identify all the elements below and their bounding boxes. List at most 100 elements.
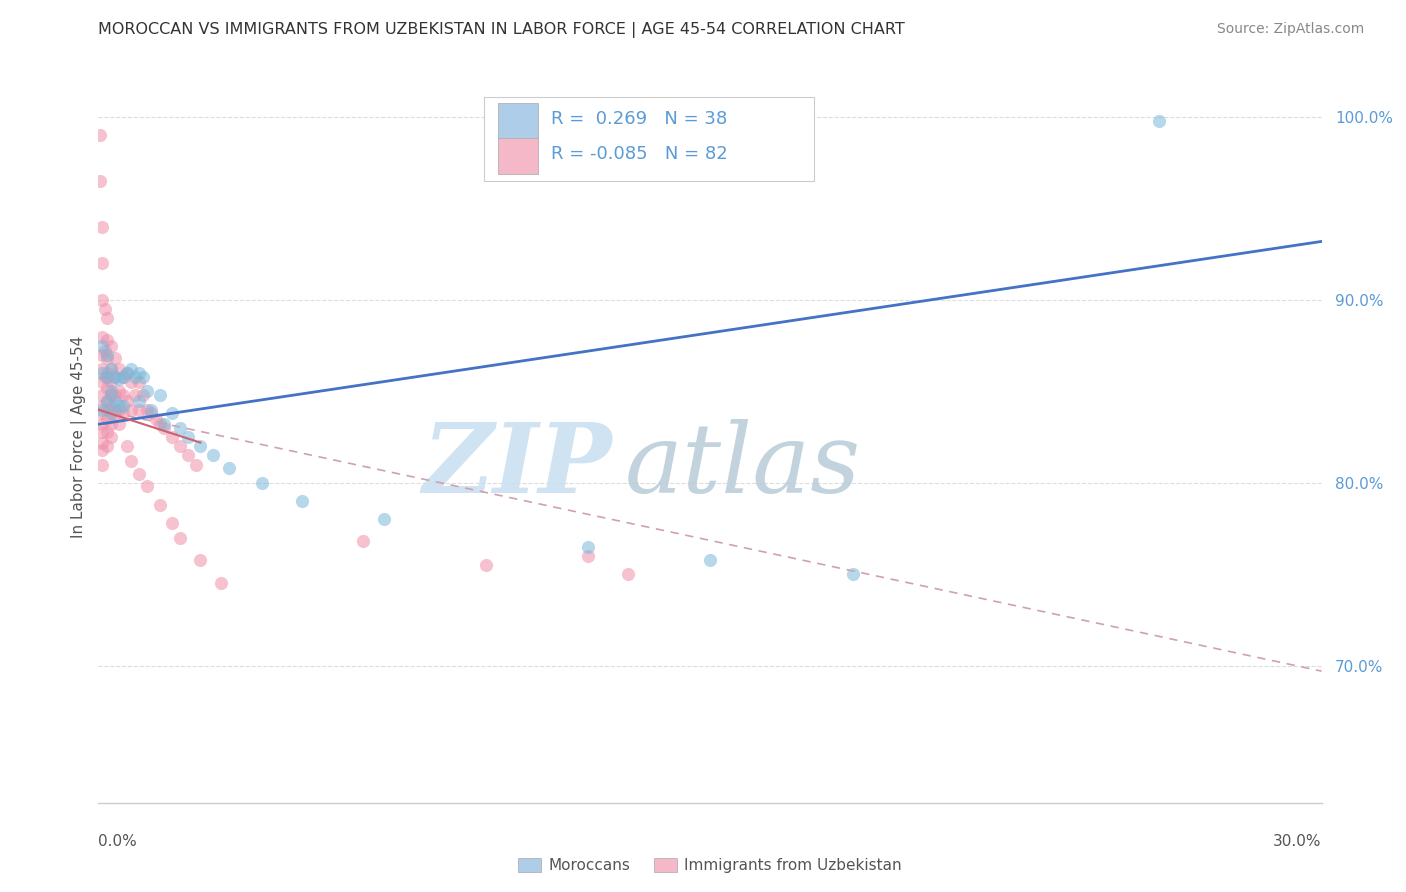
Text: 0.0%: 0.0% <box>98 834 138 849</box>
Point <box>91 399 114 413</box>
Point <box>96 439 118 453</box>
Point <box>91 375 114 389</box>
Point <box>96 333 118 347</box>
Point <box>1147 113 1170 128</box>
Point <box>188 439 212 453</box>
Point <box>104 388 127 402</box>
Point <box>96 411 118 425</box>
Point <box>188 552 212 566</box>
Point <box>100 417 122 432</box>
Point <box>100 430 122 444</box>
Point <box>100 388 122 402</box>
Point <box>104 351 127 366</box>
Point <box>699 552 721 566</box>
Point <box>124 388 146 402</box>
FancyBboxPatch shape <box>498 138 537 174</box>
Y-axis label: In Labor Force | Age 45-54: In Labor Force | Age 45-54 <box>72 336 87 538</box>
Point <box>152 417 174 432</box>
Point <box>169 421 191 435</box>
Point <box>96 369 118 384</box>
Point <box>128 467 150 481</box>
Point <box>96 369 118 384</box>
Point <box>100 406 122 420</box>
Point <box>149 388 172 402</box>
Point <box>91 366 114 380</box>
Point <box>120 454 142 468</box>
Point <box>291 494 314 508</box>
Point <box>91 329 114 343</box>
Point <box>115 439 138 453</box>
Point <box>250 475 273 490</box>
Text: Source: ZipAtlas.com: Source: ZipAtlas.com <box>1216 22 1364 37</box>
Point <box>96 393 118 408</box>
Point <box>91 425 114 439</box>
Point <box>89 128 111 143</box>
Point <box>104 369 127 384</box>
Point <box>100 338 122 352</box>
Point <box>111 406 134 420</box>
Point <box>89 174 111 188</box>
FancyBboxPatch shape <box>498 103 537 139</box>
Point <box>96 393 118 408</box>
Point <box>111 369 134 384</box>
Point <box>100 399 122 413</box>
Point <box>209 576 232 591</box>
Point <box>108 371 131 385</box>
Point <box>136 479 159 493</box>
Point <box>100 362 122 376</box>
Point <box>96 381 118 395</box>
Point <box>108 384 131 399</box>
Point <box>373 512 395 526</box>
Point <box>136 384 159 399</box>
Point <box>218 461 240 475</box>
Point <box>132 369 155 384</box>
Point <box>96 366 118 380</box>
Point <box>96 425 118 439</box>
Point <box>160 406 183 420</box>
Text: atlas: atlas <box>624 419 860 513</box>
Point <box>104 369 127 384</box>
Point <box>124 369 146 384</box>
Legend: Moroccans, Immigrants from Uzbekistan: Moroccans, Immigrants from Uzbekistan <box>512 852 908 880</box>
Point <box>128 393 150 408</box>
Point <box>136 402 159 417</box>
Point <box>128 375 150 389</box>
Point <box>93 344 115 359</box>
Point <box>108 362 131 376</box>
Point <box>111 369 134 384</box>
Point <box>120 402 142 417</box>
Point <box>104 402 127 417</box>
Point <box>201 448 224 462</box>
Point <box>132 388 155 402</box>
Point <box>120 362 142 376</box>
Point <box>352 534 374 549</box>
Point <box>91 219 114 234</box>
Point <box>100 362 122 376</box>
Point <box>160 516 183 530</box>
Point <box>93 369 115 384</box>
Point <box>108 417 131 432</box>
Point <box>93 301 115 316</box>
Text: R =  0.269   N = 38: R = 0.269 N = 38 <box>551 110 727 128</box>
FancyBboxPatch shape <box>484 97 814 181</box>
Text: MOROCCAN VS IMMIGRANTS FROM UZBEKISTAN IN LABOR FORCE | AGE 45-54 CORRELATION CH: MOROCCAN VS IMMIGRANTS FROM UZBEKISTAN I… <box>98 22 905 38</box>
Point <box>169 531 191 545</box>
Point <box>576 549 599 563</box>
Point <box>141 402 163 417</box>
Point <box>111 388 134 402</box>
Point <box>91 348 114 362</box>
Point <box>91 293 114 307</box>
Point <box>474 558 498 573</box>
Point <box>91 338 114 352</box>
Point <box>576 540 599 554</box>
Point <box>145 411 167 425</box>
Point <box>149 417 172 432</box>
Point <box>141 406 163 420</box>
Point <box>111 399 134 413</box>
Point <box>841 567 863 582</box>
Point <box>104 406 127 420</box>
Text: R = -0.085   N = 82: R = -0.085 N = 82 <box>551 145 728 163</box>
Point <box>91 435 114 450</box>
Point <box>115 393 138 408</box>
Point <box>91 402 114 417</box>
